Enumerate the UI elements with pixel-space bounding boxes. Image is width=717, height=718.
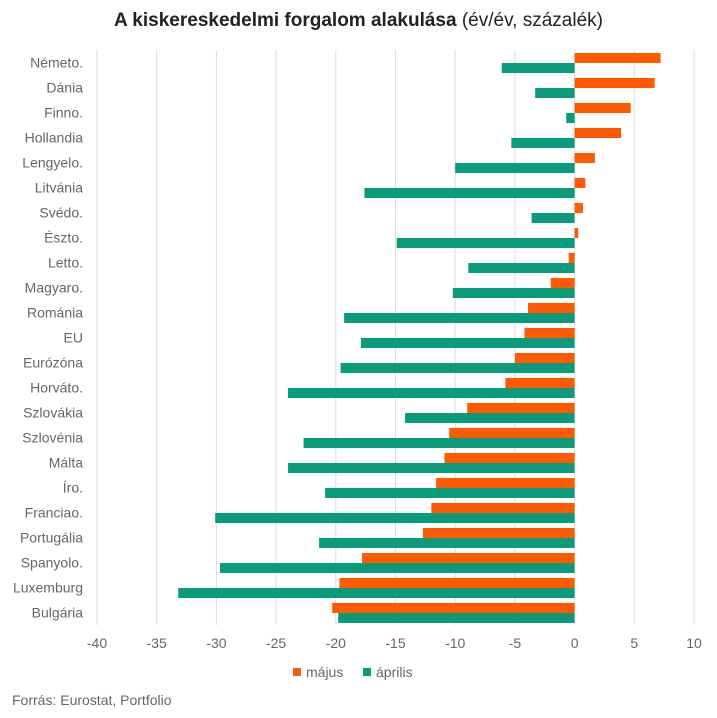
y-category-label: Letto. xyxy=(48,255,83,271)
bar-majus xyxy=(574,128,622,138)
bar-aprilis xyxy=(340,363,575,373)
bar-aprilis xyxy=(338,613,575,623)
bar-majus xyxy=(574,53,661,63)
x-tick-label: -10 xyxy=(445,635,465,651)
bar-majus xyxy=(550,278,575,288)
bar-majus xyxy=(574,78,655,88)
x-tick-label: 5 xyxy=(630,635,638,651)
bar-majus xyxy=(444,453,575,463)
bar-aprilis xyxy=(455,163,575,173)
bar-aprilis xyxy=(566,113,575,123)
x-tick-label: 0 xyxy=(571,635,579,651)
bar-majus xyxy=(436,478,575,488)
y-category-label: Finno. xyxy=(44,105,83,121)
bar-majus xyxy=(332,603,575,613)
bar-aprilis xyxy=(531,213,575,223)
x-tick-label: -5 xyxy=(509,635,522,651)
bar-majus xyxy=(339,578,575,588)
x-tick-label: -35 xyxy=(147,635,167,651)
x-tick-label: -30 xyxy=(206,635,226,651)
bar-majus xyxy=(362,553,575,563)
y-category-label: EU xyxy=(64,330,83,346)
bar-majus xyxy=(514,353,575,363)
y-category-label: Szlovákia xyxy=(23,405,83,421)
y-category-label: Románia xyxy=(27,305,83,321)
legend-majus-swatch xyxy=(293,668,301,676)
source-note: Forrás: Eurostat, Portfolio xyxy=(12,692,172,708)
bar-majus xyxy=(528,303,575,313)
bar-majus xyxy=(574,153,595,163)
bar-aprilis xyxy=(288,463,575,473)
y-category-label: Lengyelo. xyxy=(22,155,83,171)
bar-aprilis xyxy=(325,488,575,498)
bar-aprilis xyxy=(468,263,575,273)
y-category-label: Németo. xyxy=(30,55,83,71)
y-category-label: Litvánia xyxy=(35,180,83,196)
chart-title: A kiskereskedelmi forgalom alakulása (év… xyxy=(0,10,717,32)
x-tick-label: -20 xyxy=(326,635,346,651)
x-tick-label: -15 xyxy=(385,635,405,651)
bar-aprilis xyxy=(288,388,575,398)
y-category-label: Eurózóna xyxy=(23,355,83,371)
y-category-label: Málta xyxy=(49,455,83,471)
bar-aprilis xyxy=(452,288,575,298)
x-tick-label: 10 xyxy=(686,635,702,651)
bar-aprilis xyxy=(303,438,575,448)
bar-majus xyxy=(574,203,583,213)
bar-aprilis xyxy=(360,338,575,348)
y-category-label: Észto. xyxy=(44,230,83,246)
bar-majus xyxy=(467,403,575,413)
bar-aprilis xyxy=(344,313,575,323)
chart-title-suffix: (év/év, százalék) xyxy=(456,10,603,31)
x-tick-label: -25 xyxy=(266,635,286,651)
y-category-label: Bulgária xyxy=(32,605,84,621)
chart-title-main: A kiskereskedelmi forgalom alakulása xyxy=(114,10,457,31)
bar-majus xyxy=(524,328,575,338)
legend-aprilis-label: április xyxy=(376,664,413,680)
bar-aprilis xyxy=(396,238,575,248)
x-tick-label: -40 xyxy=(87,635,107,651)
bar-majus xyxy=(505,378,575,388)
y-category-label: Magyaro. xyxy=(25,280,83,296)
bar-aprilis xyxy=(511,138,575,148)
bar-aprilis xyxy=(219,563,575,573)
y-category-label: Íro. xyxy=(63,480,83,496)
legend-aprilis-swatch xyxy=(363,668,371,676)
bar-majus xyxy=(568,253,575,263)
bar-majus xyxy=(422,528,575,538)
legend-majus-label: május xyxy=(306,664,343,680)
y-category-label: Dánia xyxy=(46,80,83,96)
y-category-label: Svédo. xyxy=(39,205,83,221)
bar-aprilis xyxy=(501,63,575,73)
bar-majus xyxy=(574,103,631,113)
y-category-label: Spanyolo. xyxy=(21,555,83,571)
bar-majus xyxy=(449,428,575,438)
bar-majus xyxy=(574,178,586,188)
bar-aprilis xyxy=(178,588,575,598)
y-category-label: Franciao. xyxy=(25,505,83,521)
bar-majus xyxy=(431,503,575,513)
bar-aprilis xyxy=(405,413,575,423)
bar-aprilis xyxy=(215,513,575,523)
y-category-label: Horváto. xyxy=(30,380,83,396)
bar-aprilis xyxy=(319,538,575,548)
y-category-label: Luxemburg xyxy=(13,580,83,596)
bar-aprilis xyxy=(535,88,575,98)
bar-aprilis xyxy=(364,188,575,198)
y-category-label: Szlovénia xyxy=(22,430,83,446)
y-category-label: Hollandia xyxy=(25,130,84,146)
bar-majus xyxy=(574,228,579,238)
y-category-label: Portugália xyxy=(20,530,83,546)
